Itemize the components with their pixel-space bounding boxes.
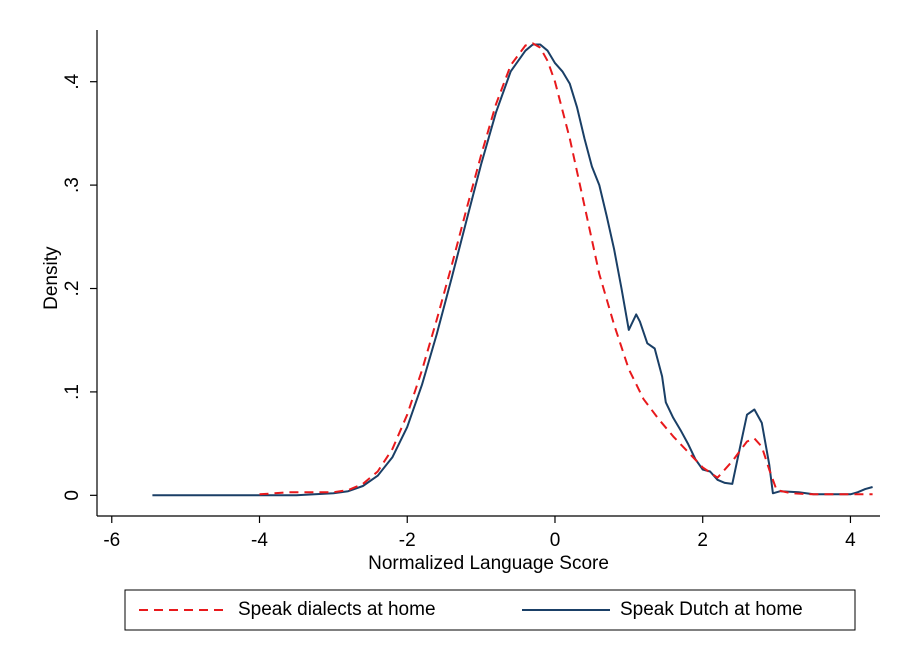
x-tick-label: 0 <box>550 530 561 551</box>
series-line-1 <box>152 43 873 497</box>
legend-label-dutch: Speak Dutch at home <box>620 599 803 620</box>
y-axis-title: Density <box>41 246 62 310</box>
plot-area: 0 .1 .2 .3 .4 -6 -4 -2 0 2 4 <box>62 30 880 551</box>
series-lines <box>152 42 873 497</box>
x-axis-title: Normalized Language Score <box>368 553 609 574</box>
x-tick-label: -4 <box>251 530 268 551</box>
legend-label-dialects: Speak dialects at home <box>238 599 436 620</box>
legend: Speak dialects at home Speak Dutch at ho… <box>124 589 856 631</box>
x-tick-label: 4 <box>845 530 856 551</box>
y-tick-label: .3 <box>62 177 83 193</box>
x-tick-label: -2 <box>399 530 416 551</box>
y-tick-label: .4 <box>62 73 83 89</box>
y-tick-label: 0 <box>62 490 83 501</box>
legend-box <box>124 589 856 631</box>
y-tick-label: .2 <box>62 281 83 297</box>
series-line-0 <box>259 42 873 496</box>
y-tick-label: .1 <box>62 384 83 400</box>
x-tick-label: -6 <box>103 530 120 551</box>
x-tick-label: 2 <box>697 530 708 551</box>
y-ticks: 0 .1 .2 .3 .4 <box>62 73 97 501</box>
x-ticks: -6 -4 -2 0 2 4 <box>103 516 856 551</box>
